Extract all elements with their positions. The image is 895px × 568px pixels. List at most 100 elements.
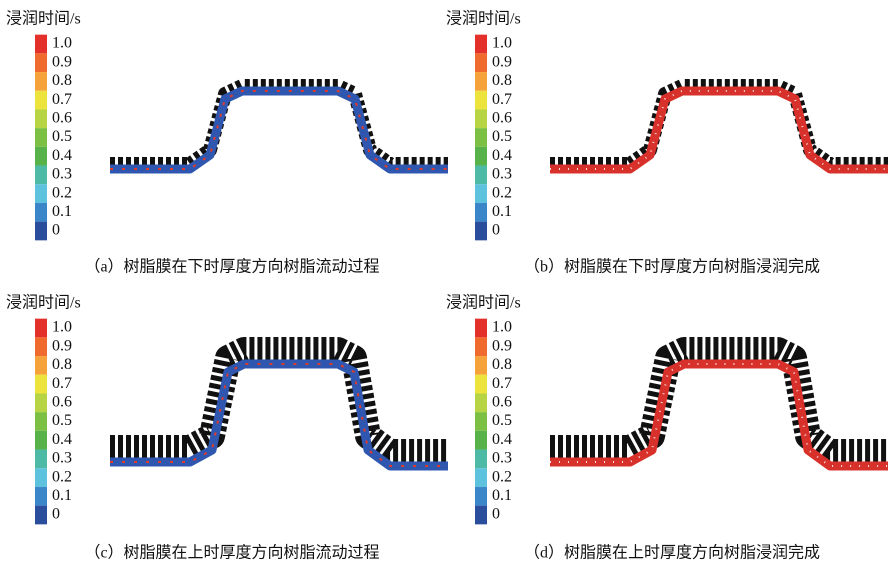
colorbar-segment [35, 35, 47, 54]
colorbar-label: 0.9 [492, 337, 512, 354]
colorbar-label: 0.3 [52, 166, 72, 183]
colorbar-label: 0.1 [52, 487, 72, 504]
colorbar-title: 浸润时间/s [446, 294, 521, 312]
colorbar-segment [35, 393, 47, 412]
colorbar-label: 1.0 [52, 35, 72, 52]
colorbar-label: 0.7 [492, 375, 512, 392]
colorbar-segment [35, 53, 47, 72]
colorbar-label: 1.0 [52, 319, 72, 336]
colorbar-label: 0.3 [52, 450, 72, 467]
colorbar-segment [475, 72, 487, 91]
colorbar-segment [35, 109, 47, 128]
panel: 浸润时间/s 1.00.9 0.8 0.70.6 0.5 0.4 0.30.2 0.1 0 （a）… [6, 10, 448, 276]
colorbar-segment [475, 35, 487, 54]
colorbar-label: 0.2 [492, 184, 512, 201]
colorbar-title: 浸润时间/s [6, 294, 81, 312]
panel: 浸润时间/s 1.00.9 0.8 0.70.6 0.5 0.4 0.30.2 0.1 0 （c）… [6, 294, 448, 562]
colorbar-segment [475, 319, 487, 338]
colorbar-label: 0.5 [52, 128, 72, 145]
colorbar-segment [475, 203, 487, 222]
colorbar-label: 0.4 [492, 147, 512, 164]
panel: 浸润时间/s1.00.90.80.70.60.50.40.30.20.10（d）… [446, 294, 888, 562]
colorbar-segment [475, 375, 487, 394]
colorbar-label: 0.9 [52, 53, 72, 70]
colorbar-segment [35, 337, 47, 356]
colorbar-label: 0.7 [492, 91, 512, 108]
colorbar-label: 0.1 [492, 487, 512, 504]
colorbar-segment [475, 468, 487, 487]
colorbar-segment [475, 487, 487, 506]
fibre-layer [110, 86, 448, 164]
colorbar-segment [35, 184, 47, 203]
colorbar-label: 0 [492, 506, 500, 523]
colorbar-segment [35, 319, 47, 338]
colorbar-segment [475, 222, 487, 241]
colorbar-label: 0.1 [52, 203, 72, 220]
colorbar-label: 0.2 [52, 184, 72, 201]
colorbar-label: 0 [52, 506, 60, 523]
caption: （b）树脂膜在下时厚度方向树脂浸润完成 [524, 258, 820, 276]
colorbar-label: 0.9 [52, 337, 72, 354]
panel: 浸润时间/s 1.00.9 0.8 0.70.6 0.5 0.4 0.30.2 0.1 0 （b）… [446, 10, 888, 276]
colorbar-segment [35, 431, 47, 450]
colorbar-label: 0.9 [492, 53, 512, 70]
colorbar-label: 0.3 [492, 450, 512, 467]
colorbar-segment [35, 356, 47, 375]
colorbar-label: 0.4 [52, 431, 72, 448]
colorbar-segment [475, 431, 487, 450]
colorbar-segment [35, 72, 47, 91]
fibre-layer [550, 86, 888, 164]
colorbar-segment [475, 147, 487, 166]
colorbar-label: 0.8 [52, 356, 72, 373]
colorbar-segment [475, 109, 487, 128]
colorbar-label: 0.8 [492, 72, 512, 89]
figure: 浸润时间/s1.00.90.80.70.60.50.40.30.20.10（a）… [0, 0, 895, 568]
caption: （a）树脂膜在下时厚度方向树脂流动过程 [84, 258, 379, 276]
colorbar-segment [475, 393, 487, 412]
colorbar-segment [475, 412, 487, 431]
colorbar-label: 0.5 [492, 128, 512, 145]
colorbar-label: 0.2 [52, 468, 72, 485]
colorbar-segment [475, 506, 487, 525]
colorbar-label: 0.3 [492, 166, 512, 183]
colorbar-label: 0.7 [52, 375, 72, 392]
colorbar-segment [35, 375, 47, 394]
colorbar-segment [35, 506, 47, 525]
caption: （d）树脂膜在上时厚度方向树脂浸润完成 [524, 544, 820, 562]
colorbar-label: 0.8 [52, 72, 72, 89]
caption: （c）树脂膜在上时厚度方向树脂流动过程 [84, 544, 379, 562]
colorbar-label: 0.6 [492, 393, 512, 410]
colorbar-label: 0 [492, 222, 500, 239]
colorbar-label: 1.0 [492, 319, 512, 336]
colorbar-label: 0.5 [52, 412, 72, 429]
colorbar-label: 0.6 [492, 109, 512, 126]
colorbar-segment [35, 128, 47, 147]
colorbar-segment [475, 91, 487, 110]
colorbar-segment [35, 450, 47, 469]
colorbar-label: 0.7 [52, 91, 72, 108]
colorbar-label: 0.4 [52, 147, 72, 164]
colorbar-title: 浸润时间/s [6, 10, 81, 28]
colorbar-label: 0.4 [492, 431, 512, 448]
colorbar-segment [35, 166, 47, 185]
colorbar-label: 0.1 [492, 203, 512, 220]
colorbar-label: 0.6 [52, 393, 72, 410]
colorbar-segment [35, 147, 47, 166]
colorbar-segment [475, 53, 487, 72]
colorbar-segment [475, 337, 487, 356]
colorbar-label: 0.8 [492, 356, 512, 373]
colorbar-segment [475, 166, 487, 185]
colorbar-segment [35, 203, 47, 222]
colorbar-label: 0.6 [52, 109, 72, 126]
colorbar-segment [35, 91, 47, 110]
colorbar-title: 浸润时间/s [446, 10, 521, 28]
colorbar-segment [35, 487, 47, 506]
colorbar-segment [35, 222, 47, 241]
colorbar-segment [475, 128, 487, 147]
colorbar-label: 0.2 [492, 468, 512, 485]
colorbar-label: 0 [52, 222, 60, 239]
colorbar-segment [475, 184, 487, 203]
colorbar-segment [475, 450, 487, 469]
colorbar-segment [475, 356, 487, 375]
colorbar-label: 1.0 [492, 35, 512, 52]
